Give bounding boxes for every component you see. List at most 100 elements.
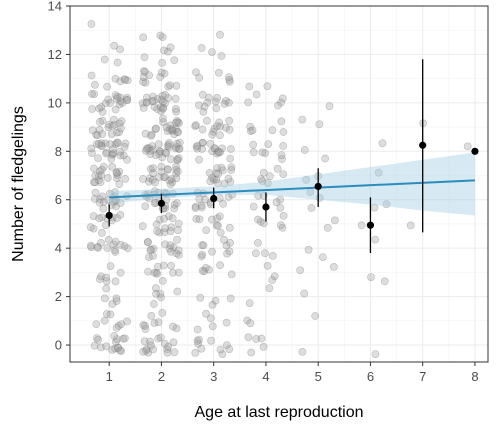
data-point (96, 118, 104, 126)
data-point (154, 334, 163, 343)
data-point (171, 144, 180, 153)
data-point (261, 249, 269, 258)
y-tick-label: 14 (48, 0, 62, 14)
data-point (115, 100, 124, 109)
data-point (210, 144, 219, 153)
data-point (245, 299, 254, 307)
data-point (225, 75, 234, 84)
data-point (168, 126, 177, 135)
data-point (161, 148, 170, 157)
data-point (213, 94, 221, 102)
data-point (144, 267, 152, 276)
data-point (195, 73, 204, 82)
data-point (158, 91, 167, 100)
data-point (143, 238, 152, 246)
mean-point (471, 147, 479, 155)
data-point (202, 226, 211, 234)
data-point (149, 164, 158, 173)
data-point (166, 241, 175, 250)
mean-point (314, 182, 322, 191)
data-point (151, 284, 160, 293)
data-point (123, 76, 132, 85)
data-point (110, 246, 119, 254)
data-point (156, 147, 164, 156)
data-point (104, 123, 113, 132)
data-point (113, 92, 122, 101)
data-point (155, 149, 163, 158)
data-point (213, 214, 222, 223)
data-point (160, 173, 168, 181)
data-point (142, 98, 151, 107)
data-point (114, 344, 123, 352)
data-point (226, 154, 235, 163)
data-point (175, 119, 183, 127)
data-point (157, 167, 166, 176)
data-point (259, 168, 268, 177)
data-point (150, 103, 159, 111)
data-point (98, 108, 107, 116)
data-point (191, 204, 200, 212)
data-point (223, 249, 231, 258)
data-point (166, 155, 175, 164)
data-point (218, 350, 227, 358)
data-point (166, 227, 175, 236)
data-point (98, 116, 107, 125)
data-point (273, 164, 282, 173)
data-point (206, 314, 215, 323)
data-point (160, 214, 168, 223)
data-point (213, 122, 221, 130)
data-point (97, 139, 106, 147)
data-point (108, 345, 117, 354)
data-point (111, 344, 119, 353)
data-point (170, 56, 179, 65)
data-point (112, 297, 121, 305)
data-point (108, 162, 117, 171)
data-point (123, 317, 131, 326)
data-point (249, 140, 258, 149)
data-point (161, 91, 170, 99)
data-point (113, 214, 121, 222)
data-point (112, 95, 121, 103)
data-point (99, 198, 108, 206)
data-point (108, 300, 117, 308)
data-point (225, 247, 234, 256)
data-point (121, 139, 130, 148)
data-point (119, 334, 128, 343)
data-point (158, 59, 166, 67)
data-point (226, 294, 235, 303)
data-point (116, 77, 125, 86)
data-point (92, 130, 101, 139)
trend-line-layer (109, 179, 475, 199)
x-tick-label: 2 (158, 369, 165, 384)
data-point (87, 144, 96, 153)
data-point (192, 214, 201, 223)
data-point (110, 120, 119, 129)
data-point (158, 153, 167, 162)
scatter-layer (86, 20, 472, 358)
data-point (220, 179, 229, 188)
data-point (202, 309, 210, 318)
data-point (116, 93, 125, 102)
data-point (263, 179, 272, 187)
data-point (166, 43, 175, 52)
data-point (212, 175, 221, 184)
data-point (168, 178, 177, 187)
confidence-band-layer (109, 152, 475, 216)
data-point (117, 117, 126, 126)
data-point (144, 238, 152, 247)
data-point (174, 268, 183, 277)
data-point (123, 244, 132, 253)
data-point (209, 127, 218, 136)
data-point (149, 169, 157, 178)
data-point (218, 166, 227, 175)
data-point (246, 122, 255, 131)
data-point (163, 47, 172, 56)
data-point (224, 193, 233, 201)
data-point (219, 199, 227, 208)
data-point (118, 99, 127, 107)
mean-point (210, 194, 218, 203)
data-point (148, 142, 157, 151)
x-axis-title: Age at last reproduction (195, 404, 364, 421)
data-point (249, 202, 258, 211)
data-point (173, 235, 181, 244)
